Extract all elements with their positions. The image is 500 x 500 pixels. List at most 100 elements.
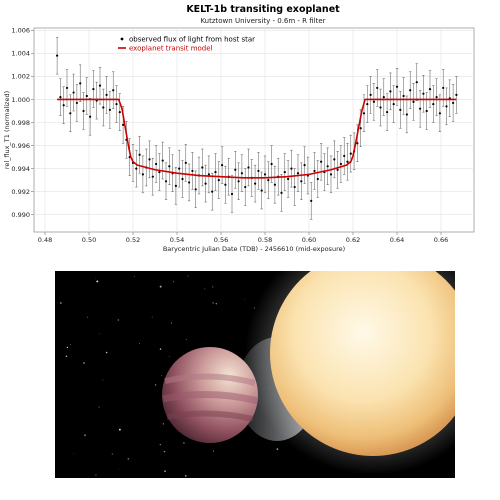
legend: observed flux of light from host star ex… xyxy=(118,36,255,53)
data-point xyxy=(230,192,234,196)
data-point xyxy=(287,177,290,181)
exoplanet-kelt-1b xyxy=(162,347,259,443)
data-point xyxy=(372,100,375,103)
data-point xyxy=(217,179,220,182)
data-point xyxy=(313,169,316,173)
background-star xyxy=(102,379,104,381)
background-star xyxy=(98,406,100,408)
data-point xyxy=(412,100,415,103)
data-point xyxy=(343,154,346,158)
data-point xyxy=(214,170,217,174)
x-tick-label: 0.52 xyxy=(126,236,140,244)
background-star xyxy=(127,458,130,460)
background-star xyxy=(185,475,187,477)
background-star xyxy=(163,450,166,453)
data-point xyxy=(293,185,296,189)
data-point xyxy=(62,104,65,107)
data-point xyxy=(72,91,75,94)
host-star xyxy=(270,271,455,456)
background-star xyxy=(111,453,113,455)
data-point xyxy=(425,109,428,113)
data-point xyxy=(138,153,141,156)
transit-model-line xyxy=(57,98,457,179)
data-point xyxy=(270,162,273,166)
x-tick-label: 0.60 xyxy=(302,236,316,244)
background-star xyxy=(169,356,171,358)
x-tick-label: 0.56 xyxy=(214,236,228,244)
background-star xyxy=(215,303,217,305)
data-point xyxy=(105,93,108,96)
data-point xyxy=(244,185,247,189)
data-point xyxy=(221,164,224,167)
data-point xyxy=(366,102,369,106)
data-point xyxy=(263,173,267,176)
data-point xyxy=(108,108,111,111)
data-point xyxy=(254,182,257,185)
y-tick-label: 1.000 xyxy=(11,96,30,104)
background-star xyxy=(276,448,279,450)
background-star xyxy=(119,428,121,431)
background-star xyxy=(204,288,206,290)
data-point xyxy=(310,199,313,202)
data-point xyxy=(402,94,405,98)
data-point xyxy=(333,158,336,161)
y-tick-label: 0.994 xyxy=(11,165,30,173)
background-star xyxy=(117,319,120,321)
data-point xyxy=(336,168,339,171)
background-star xyxy=(164,470,166,473)
data-point xyxy=(379,106,382,109)
background-star xyxy=(212,286,214,288)
data-point xyxy=(240,172,243,175)
data-point xyxy=(409,89,412,92)
data-point xyxy=(191,169,194,173)
data-point xyxy=(59,96,62,99)
data-point xyxy=(329,173,333,176)
legend-model-label: exoplanet transit model xyxy=(129,45,213,53)
chart-title: KELT-1b transiting exoplanet xyxy=(186,4,340,15)
data-point xyxy=(135,167,138,170)
data-point xyxy=(399,108,402,111)
background-star xyxy=(170,322,172,324)
data-point xyxy=(184,161,187,164)
data-point xyxy=(267,179,270,182)
data-point xyxy=(69,112,72,115)
background-star xyxy=(159,348,162,350)
data-point xyxy=(392,102,395,106)
data-point xyxy=(435,96,438,99)
data-point xyxy=(303,164,306,167)
data-point xyxy=(148,158,151,161)
y-tick-label: 0.998 xyxy=(11,119,30,127)
legend-observed-marker xyxy=(120,37,124,41)
data-point xyxy=(65,86,69,90)
data-point xyxy=(247,166,250,169)
data-point xyxy=(455,93,458,96)
data-point xyxy=(102,106,105,109)
data-point xyxy=(376,86,379,90)
background-star xyxy=(118,468,120,470)
y-tick-label: 1.006 xyxy=(11,27,30,35)
y-tick-label: 1.002 xyxy=(11,73,30,81)
background-star xyxy=(133,276,135,278)
chart-subtitle: Kutztown University - 0.6m - R filter xyxy=(200,17,325,25)
legend-observed-label: observed flux of light from host star xyxy=(129,36,255,44)
data-point xyxy=(386,111,389,114)
background-star xyxy=(161,375,162,377)
data-point xyxy=(422,92,425,95)
background-star xyxy=(162,423,164,425)
background-star xyxy=(69,344,71,346)
x-tick-label: 0.64 xyxy=(390,236,404,244)
data-point xyxy=(415,81,418,84)
background-star xyxy=(83,362,85,364)
data-point xyxy=(346,160,349,163)
data-point xyxy=(115,102,118,106)
data-point xyxy=(405,113,408,116)
grid-lines xyxy=(34,28,474,232)
data-point xyxy=(201,166,204,169)
background-star xyxy=(73,453,74,454)
data-point xyxy=(237,180,240,183)
background-star xyxy=(173,281,175,283)
x-tick-label: 0.48 xyxy=(38,236,52,244)
y-tick-label: 1.004 xyxy=(11,50,30,58)
data-point xyxy=(85,94,88,98)
data-point xyxy=(419,107,422,110)
